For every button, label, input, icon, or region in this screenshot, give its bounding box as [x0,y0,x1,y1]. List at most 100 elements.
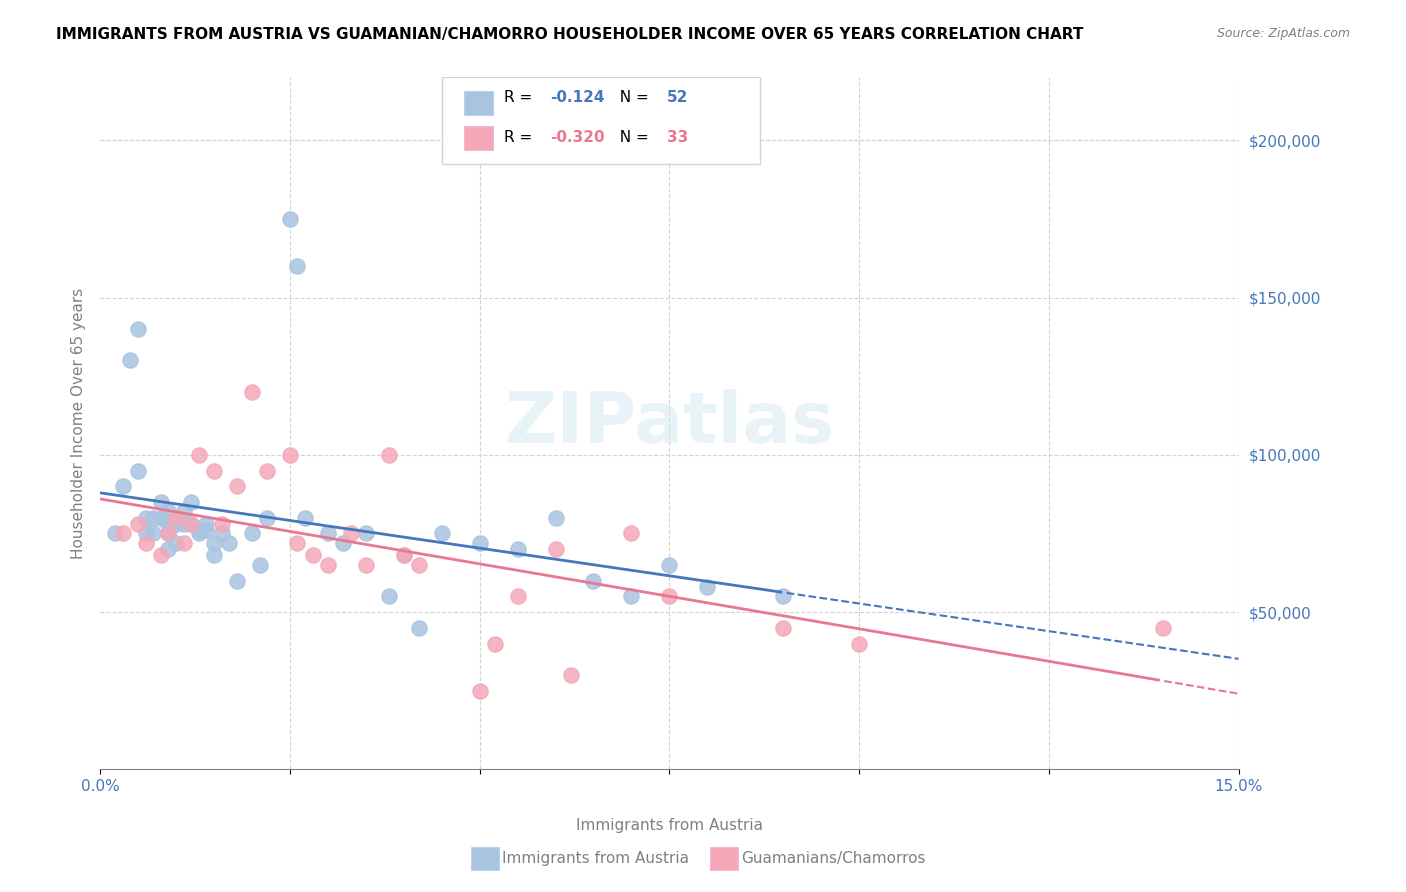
Point [111,479,134,493]
Text: N =: N = [610,90,654,105]
Point [240,526,263,541]
Point [256,464,278,478]
Point [287,536,309,550]
Point [225,574,247,588]
Point [127,322,149,336]
Point [256,510,278,524]
Point [157,526,180,541]
Point [165,516,187,531]
Point [218,536,240,550]
Text: Immigrants from Austria: Immigrants from Austria [576,818,763,833]
Point [408,558,430,572]
Point [157,526,180,541]
Point [294,510,316,524]
Y-axis label: Householder Income Over 65 years: Householder Income Over 65 years [72,288,86,559]
Point [135,526,157,541]
Point [772,590,794,604]
Point [430,526,453,541]
Point [127,464,149,478]
Text: R =: R = [505,90,537,105]
Point [658,558,681,572]
Point [180,495,202,509]
Point [240,384,263,399]
Text: 52: 52 [666,90,689,105]
Point [316,526,339,541]
Point [506,590,529,604]
Point [316,558,339,572]
Point [544,542,567,557]
Point [157,504,180,518]
Point [104,526,127,541]
Point [149,549,172,563]
Point [195,516,218,531]
Point [165,510,187,524]
Text: -0.320: -0.320 [550,129,605,145]
Point [468,683,491,698]
Point [377,590,399,604]
Point [392,549,415,563]
Text: Guamanians/Chamorros: Guamanians/Chamorros [741,852,925,866]
Text: N =: N = [610,129,654,145]
Point [142,510,165,524]
Point [506,542,529,557]
Point [620,590,643,604]
Point [278,448,301,462]
Point [468,536,491,550]
Point [127,516,149,531]
Point [408,621,430,635]
Text: Immigrants from Austria: Immigrants from Austria [502,852,689,866]
Text: ZIPatlas: ZIPatlas [505,389,834,458]
Point [187,448,209,462]
Point [180,516,202,531]
Point [202,536,225,550]
Point [354,558,377,572]
Point [287,259,309,273]
Point [165,510,187,524]
Point [848,636,870,650]
Point [278,211,301,226]
FancyBboxPatch shape [441,78,761,164]
Point [173,516,195,531]
Point [142,526,165,541]
Point [111,526,134,541]
Point [772,621,794,635]
Point [339,526,361,541]
Point [195,524,218,538]
Point [301,549,323,563]
Text: 33: 33 [666,129,689,145]
Point [187,524,209,538]
Point [484,636,506,650]
Point [1152,621,1174,635]
Bar [464,126,494,150]
Point [377,448,399,462]
Text: Source: ZipAtlas.com: Source: ZipAtlas.com [1216,27,1350,40]
Bar [464,91,494,115]
Point [187,526,209,541]
Point [165,536,187,550]
Text: IMMIGRANTS FROM AUSTRIA VS GUAMANIAN/CHAMORRO HOUSEHOLDER INCOME OVER 65 YEARS C: IMMIGRANTS FROM AUSTRIA VS GUAMANIAN/CHA… [56,27,1084,42]
Point [658,590,681,604]
Point [202,549,225,563]
Point [696,580,718,594]
Point [180,516,202,531]
Point [157,542,180,557]
Text: -0.124: -0.124 [550,90,605,105]
Point [392,549,415,563]
Point [135,536,157,550]
Point [157,516,180,531]
Point [149,495,172,509]
Point [120,353,142,368]
Point [202,464,225,478]
Point [354,526,377,541]
Point [135,510,157,524]
Point [332,536,354,550]
Point [620,526,643,541]
Point [249,558,271,572]
Point [149,510,172,524]
Point [173,536,195,550]
Point [582,574,605,588]
Point [225,479,247,493]
Point [173,504,195,518]
Point [211,526,233,541]
Point [560,668,582,682]
